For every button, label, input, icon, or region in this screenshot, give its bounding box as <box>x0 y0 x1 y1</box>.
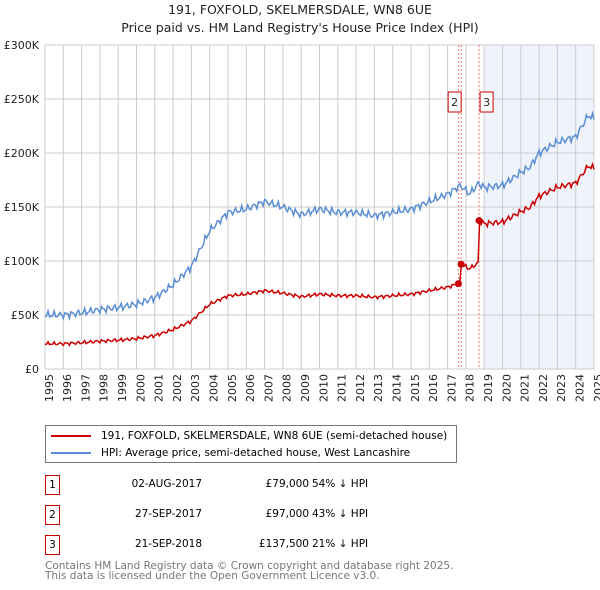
x-tick-label: 1999 <box>116 374 129 402</box>
x-tick-label: 2015 <box>409 374 422 402</box>
x-tick-label: 2005 <box>226 374 239 402</box>
x-tick-label: 2008 <box>281 374 294 402</box>
x-tick-label: 2020 <box>500 374 513 402</box>
x-tick-label: 2010 <box>317 374 330 402</box>
x-tick-label: 2024 <box>574 374 587 402</box>
legend: 191, FOXFOLD, SKELMERSDALE, WN8 6UE (sem… <box>45 425 457 463</box>
y-tick-label: £150K <box>4 201 40 214</box>
x-tick-label: 2007 <box>262 374 275 402</box>
y-tick-label: £250K <box>4 93 40 106</box>
x-tick-label: 2012 <box>354 374 367 402</box>
sale-label: 3 <box>483 96 490 109</box>
chart-title: 191, FOXFOLD, SKELMERSDALE, WN8 6UE <box>168 2 432 17</box>
sale-point <box>454 280 462 288</box>
x-tick-label: 2022 <box>537 374 550 402</box>
x-tick-label: 2018 <box>464 374 477 402</box>
y-tick-label: £300K <box>4 39 40 52</box>
sale-point <box>457 260 465 268</box>
x-tick-label: 2017 <box>445 374 458 402</box>
x-tick-label: 1997 <box>79 374 92 402</box>
x-tick-label: 2009 <box>299 374 312 402</box>
sale-row: 3 21-SEP-2018 £137,500 21% ↓ HPI <box>45 535 445 555</box>
x-tick-label: 2016 <box>427 374 440 402</box>
sale-row: 2 27-SEP-2017 £97,000 43% ↓ HPI <box>45 505 445 525</box>
x-tick-label: 2014 <box>391 374 404 402</box>
plot-border <box>44 44 595 370</box>
x-tick-label: 1998 <box>98 374 111 402</box>
sale-label-box <box>479 91 494 113</box>
hpi-line <box>44 110 595 322</box>
sale-label-box <box>447 91 462 113</box>
footer-line: Contains HM Land Registry data © Crown c… <box>45 560 454 572</box>
sale-row: 1 02-AUG-2017 £79,000 54% ↓ HPI <box>45 475 445 495</box>
legend-item-hpi: HPI: Average price, semi-detached house,… <box>51 445 410 461</box>
footer-line: This data is licensed under the Open Gov… <box>45 570 380 582</box>
sale-point <box>475 217 483 224</box>
x-tick-label: 1996 <box>61 374 74 402</box>
x-tick-label: 2003 <box>189 374 202 402</box>
x-tick-label: 2000 <box>134 374 147 402</box>
x-tick-label: 2001 <box>153 374 166 402</box>
x-tick-label: 2023 <box>555 374 568 402</box>
x-tick-label: 2019 <box>482 374 495 402</box>
y-tick-label: £50K <box>11 309 40 322</box>
chart-subtitle: Price paid vs. HM Land Registry's House … <box>121 20 479 35</box>
y-tick-label: £0 <box>25 363 39 376</box>
y-tick-label: £100K <box>4 255 40 268</box>
plot-area: 1995 1996 1997 1998 1999 2000 2001 2002 2003 2004… <box>4 39 600 402</box>
y-tick-label: £200K <box>4 147 40 160</box>
legend-item-property: 191, FOXFOLD, SKELMERSDALE, WN8 6UE (sem… <box>51 428 447 444</box>
x-tick-label: 2021 <box>519 374 532 402</box>
x-tick-label: 2004 <box>208 374 221 402</box>
x-tick-label: 2025 <box>592 374 600 402</box>
x-tick-label: 1995 <box>43 374 56 402</box>
x-tick-label: 2013 <box>372 374 385 402</box>
x-tick-label: 2002 <box>171 374 184 402</box>
x-tick-label: 2006 <box>244 374 257 402</box>
property-line <box>44 161 595 347</box>
sale-label: 2 <box>451 96 458 109</box>
x-tick-label: 2011 <box>336 374 349 402</box>
